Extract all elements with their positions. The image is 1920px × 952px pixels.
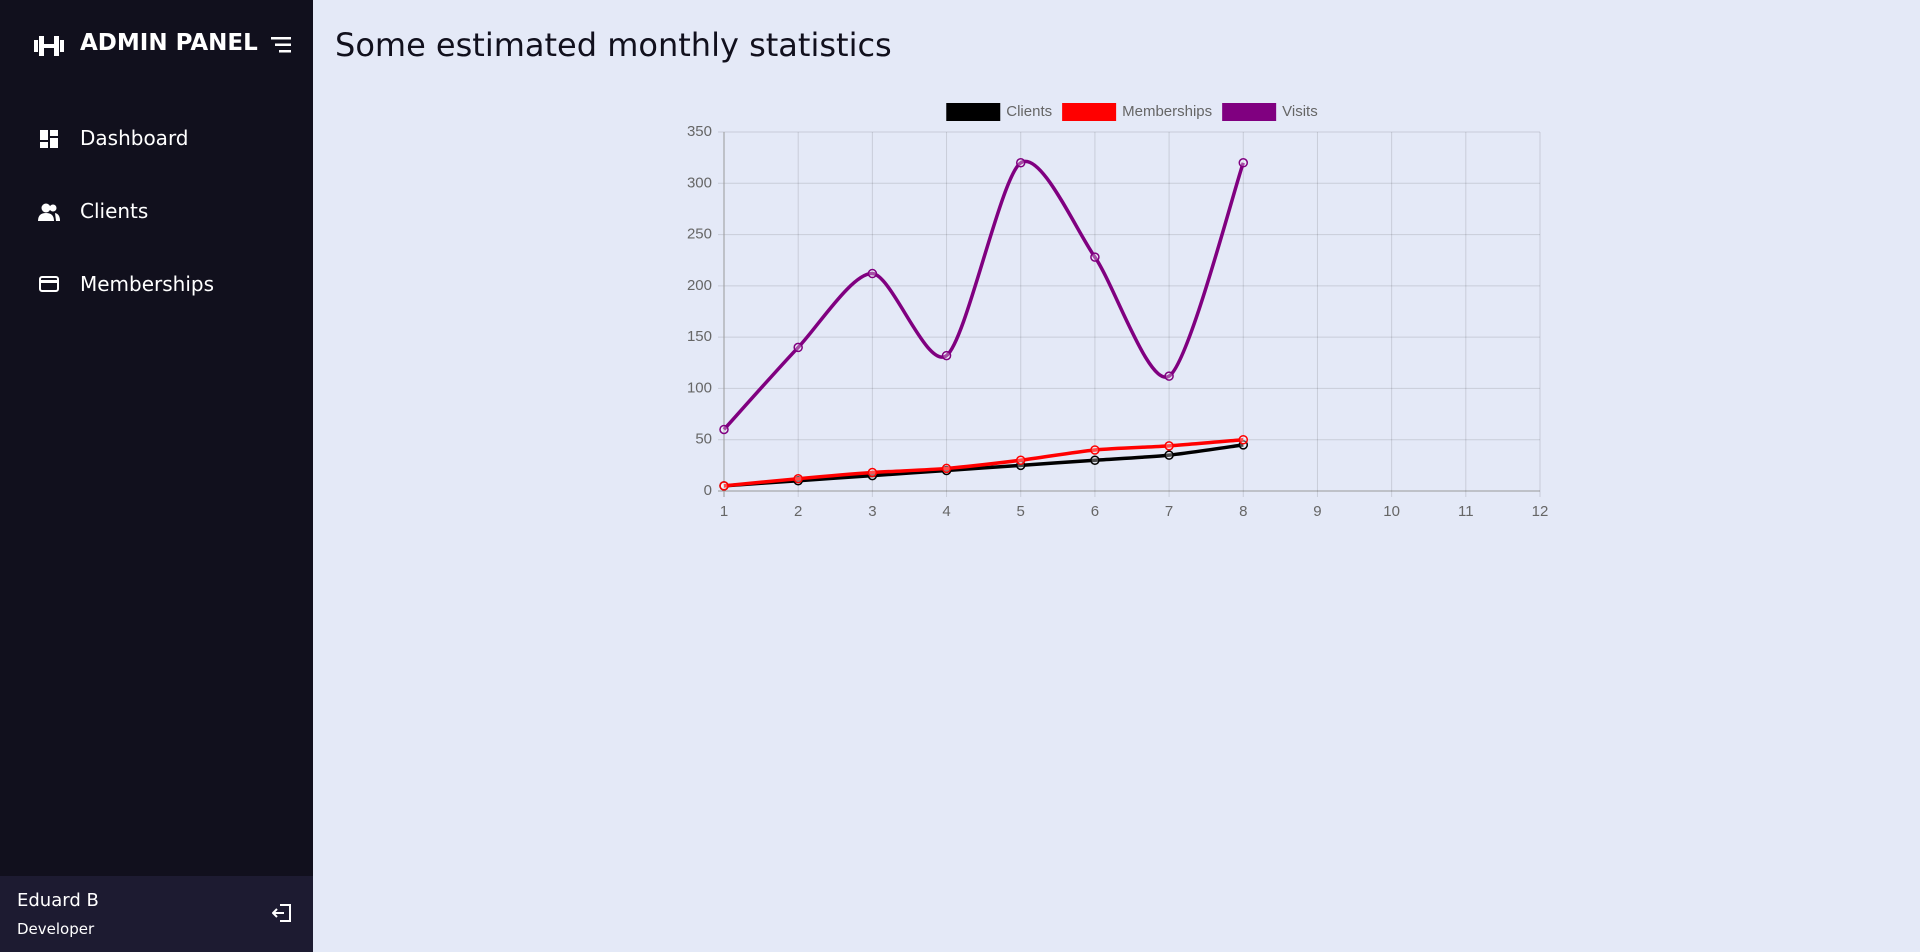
- x-tick-label: 11: [1458, 503, 1474, 520]
- series-line: [722, 159, 1245, 431]
- point: [941, 463, 952, 474]
- point: [1238, 434, 1249, 445]
- nav-item[interactable]: Memberships: [80, 272, 215, 296]
- legend-swatch: [1222, 103, 1277, 121]
- y-tick-label: 250: [687, 226, 712, 243]
- point: [1090, 455, 1100, 465]
- legend-swatch: [1062, 103, 1117, 121]
- point: [793, 473, 803, 484]
- point: [719, 424, 729, 435]
- x-tick-label: 1: [720, 503, 728, 520]
- legend-label: Clients: [1006, 103, 1052, 120]
- y-tick-label: 350: [687, 123, 712, 140]
- logo-icon: [34, 36, 64, 56]
- x-tick-label: 12: [1532, 503, 1549, 520]
- page-title: Some estimated monthly statistics: [335, 26, 892, 64]
- y-tick-label: 50: [695, 431, 712, 448]
- legend-swatch: [946, 103, 1001, 121]
- point: [867, 268, 878, 279]
- point: [941, 350, 952, 361]
- x-tick-label: 7: [1165, 503, 1173, 520]
- point: [1015, 158, 1026, 168]
- legend-label: Memberships: [1122, 103, 1212, 120]
- point: [1238, 158, 1249, 168]
- brand: ADMIN PANEL: [80, 30, 258, 56]
- series-line: [723, 443, 1244, 488]
- point: [719, 481, 729, 491]
- point: [1164, 450, 1174, 460]
- y-tick-label: 300: [687, 174, 712, 191]
- user-panel: Eduard B Developer: [0, 876, 313, 952]
- logout-icon[interactable]: [272, 903, 292, 923]
- point: [867, 467, 878, 478]
- point: [1090, 445, 1100, 455]
- user-role: Developer: [17, 920, 95, 938]
- x-tick-label: 10: [1383, 503, 1400, 520]
- point: [1164, 441, 1174, 451]
- x-tick-label: 6: [1091, 503, 1099, 520]
- y-tick-label: 200: [687, 277, 712, 294]
- menu-toggle[interactable]: [271, 36, 291, 54]
- y-tick-label: 150: [687, 328, 712, 345]
- x-tick-label: 5: [1017, 503, 1025, 520]
- clients-icon: [38, 203, 60, 221]
- legend-label: Visits: [1282, 103, 1318, 120]
- user-name: Eduard B: [17, 890, 99, 911]
- point: [793, 342, 803, 353]
- point: [1015, 455, 1026, 465]
- nav-item[interactable]: Clients: [80, 199, 149, 223]
- point: [1090, 252, 1100, 262]
- sidebar: ADMIN PANEL Dashboard Clients Membership…: [0, 0, 313, 952]
- y-tick-label: 100: [687, 379, 712, 396]
- x-tick-label: 4: [942, 503, 950, 520]
- nav-item[interactable]: Dashboard: [80, 126, 189, 150]
- series-line: [723, 437, 1244, 488]
- x-tick-label: 8: [1239, 503, 1247, 520]
- x-tick-label: 9: [1313, 503, 1321, 520]
- point: [1164, 371, 1174, 381]
- main: Some estimated monthly statistics 0 50 100…: [313, 0, 1920, 952]
- y-tick-label: 0: [704, 482, 712, 499]
- x-tick-label: 2: [794, 503, 802, 520]
- dashboard-icon: [40, 130, 58, 148]
- memberships-icon: [39, 276, 59, 292]
- x-tick-label: 3: [868, 503, 876, 520]
